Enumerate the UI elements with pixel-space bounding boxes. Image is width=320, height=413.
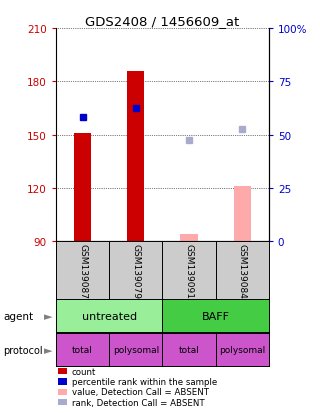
Text: polysomal: polysomal: [219, 345, 265, 354]
Text: GSM139087: GSM139087: [78, 243, 87, 298]
Title: GDS2408 / 1456609_at: GDS2408 / 1456609_at: [85, 15, 240, 28]
Text: untreated: untreated: [82, 311, 137, 321]
Bar: [58, 368, 67, 374]
Text: rank, Detection Call = ABSENT: rank, Detection Call = ABSENT: [72, 398, 204, 407]
Text: total: total: [72, 345, 93, 354]
Text: GSM139084: GSM139084: [238, 243, 247, 298]
Bar: [58, 378, 67, 385]
Text: agent: agent: [3, 311, 33, 321]
Text: GSM139091: GSM139091: [185, 243, 194, 298]
Bar: [58, 389, 67, 395]
Bar: [234, 187, 251, 242]
Text: total: total: [179, 345, 199, 354]
Text: percentile rank within the sample: percentile rank within the sample: [72, 377, 217, 386]
Text: ►: ►: [44, 345, 52, 355]
Text: polysomal: polysomal: [113, 345, 159, 354]
Text: count: count: [72, 367, 96, 376]
Text: value, Detection Call = ABSENT: value, Detection Call = ABSENT: [72, 387, 209, 396]
Text: protocol: protocol: [3, 345, 43, 355]
Bar: [58, 399, 67, 406]
Text: BAFF: BAFF: [202, 311, 230, 321]
Text: ►: ►: [44, 311, 52, 321]
Bar: [180, 235, 197, 242]
Bar: [127, 71, 144, 242]
Bar: [74, 133, 91, 242]
Text: GSM139079: GSM139079: [131, 243, 140, 298]
